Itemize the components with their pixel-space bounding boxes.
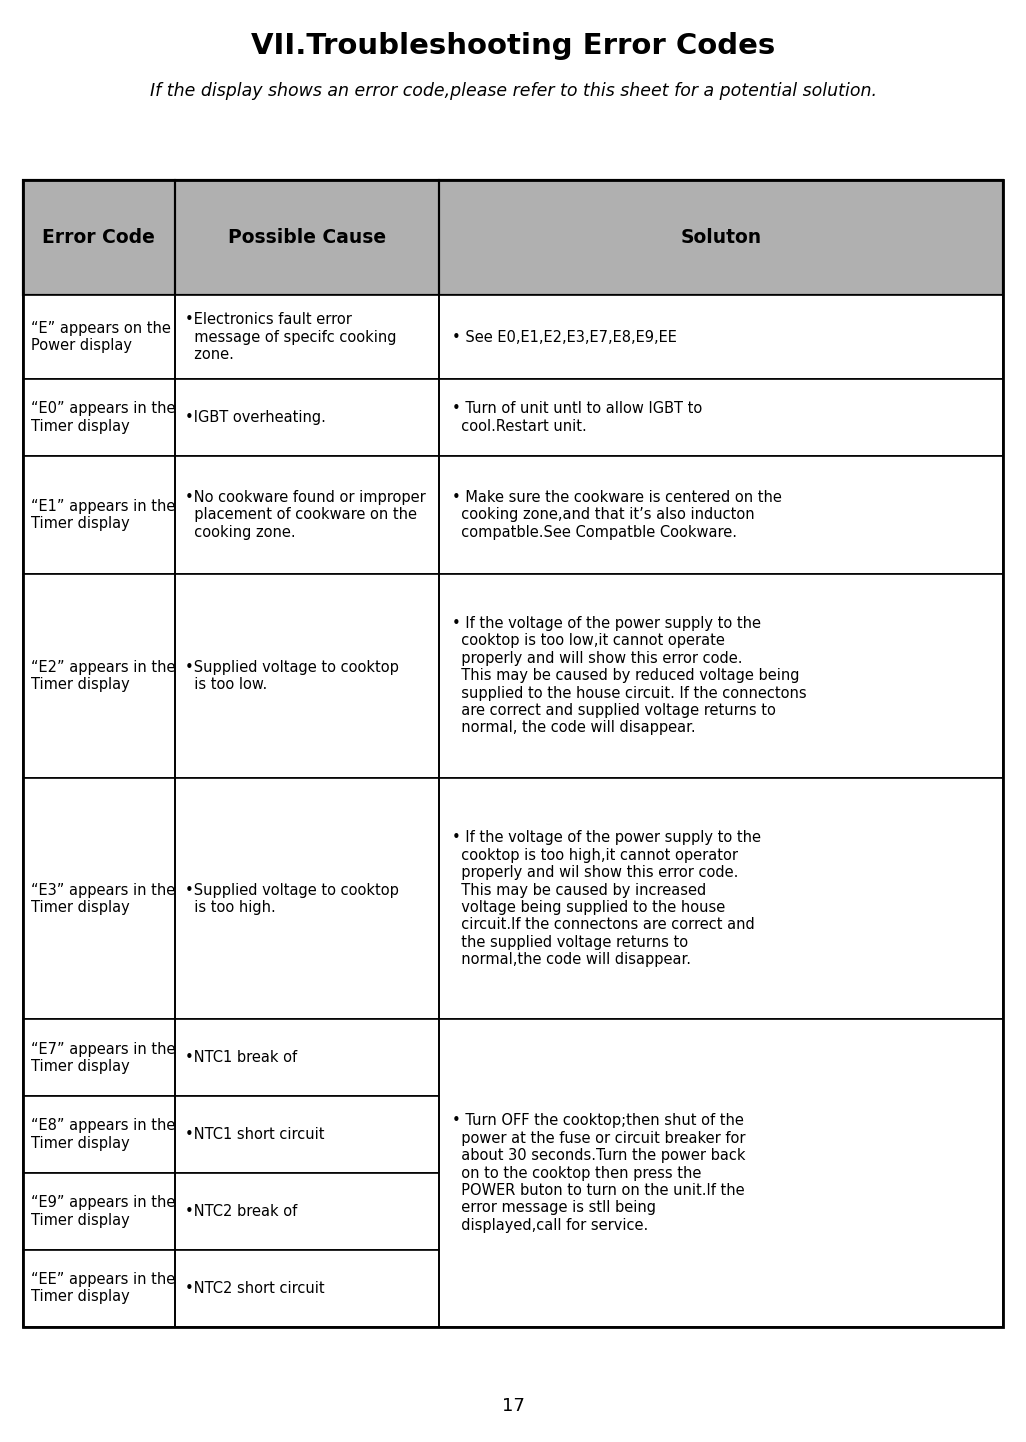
Bar	[23, 1250, 1003, 1327]
Text: •Supplied voltage to cooktop
  is too low.: •Supplied voltage to cooktop is too low.	[185, 659, 399, 692]
Bar	[174, 777, 439, 1019]
Text: • Turn OFF the cooktop;then shut of the
  power at the fuse or circuit breaker f: • Turn OFF the cooktop;then shut of the …	[451, 1113, 745, 1233]
Text: •NTC2 break of: •NTC2 break of	[185, 1204, 298, 1218]
Bar	[23, 574, 1003, 777]
Text: •IGBT overheating.: •IGBT overheating.	[185, 410, 325, 425]
Text: • If the voltage of the power supply to the
  cooktop is too low,it cannot opera: • If the voltage of the power supply to …	[451, 616, 806, 735]
Bar	[174, 1019, 439, 1096]
Text: • If the voltage of the power supply to the
  cooktop is too high,it cannot oper: • If the voltage of the power supply to …	[451, 831, 760, 968]
Text: “E3” appears in the
Timer display: “E3” appears in the Timer display	[31, 883, 175, 914]
Text: • See E0,E1,E2,E3,E7,E8,E9,EE: • See E0,E1,E2,E3,E7,E8,E9,EE	[451, 330, 676, 345]
Bar	[23, 1096, 1003, 1172]
Bar	[174, 379, 439, 456]
Bar	[439, 294, 1003, 379]
Bar	[23, 180, 1003, 1327]
Bar	[23, 456, 174, 574]
Bar	[23, 294, 1003, 379]
Bar	[439, 777, 1003, 1019]
Text: Soluton: Soluton	[681, 228, 762, 247]
Bar	[23, 777, 1003, 1019]
Text: “E0” appears in the
Timer display: “E0” appears in the Timer display	[31, 401, 175, 434]
Text: 17: 17	[502, 1397, 524, 1415]
Bar	[174, 456, 439, 574]
Bar	[439, 456, 1003, 574]
Text: •No cookware found or improper
  placement of cookware on the
  cooking zone.: •No cookware found or improper placement…	[185, 490, 426, 539]
Bar	[439, 574, 1003, 777]
Bar	[23, 1019, 1003, 1096]
Text: Possible Cause: Possible Cause	[228, 228, 386, 247]
Bar	[23, 574, 174, 777]
Bar	[174, 1096, 439, 1172]
Text: “E7” appears in the
Timer display: “E7” appears in the Timer display	[31, 1041, 175, 1074]
Text: “EE” appears in the
Timer display: “EE” appears in the Timer display	[31, 1272, 175, 1305]
Bar	[174, 294, 439, 379]
Bar	[174, 1172, 439, 1250]
Bar	[23, 379, 1003, 456]
Text: •NTC2 short circuit: •NTC2 short circuit	[185, 1280, 324, 1296]
Bar	[439, 180, 1003, 296]
Bar	[23, 294, 174, 379]
Text: •NTC1 break of: •NTC1 break of	[185, 1050, 297, 1066]
Text: Error Code: Error Code	[42, 228, 155, 247]
Text: VII.Troubleshooting Error Codes: VII.Troubleshooting Error Codes	[251, 32, 775, 61]
Text: “E9” appears in the
Timer display: “E9” appears in the Timer display	[31, 1195, 175, 1227]
Bar	[23, 777, 174, 1019]
Bar	[23, 1019, 174, 1096]
Text: “E2” appears in the
Timer display: “E2” appears in the Timer display	[31, 659, 175, 692]
Text: •Supplied voltage to cooktop
  is too high.: •Supplied voltage to cooktop is too high…	[185, 883, 399, 914]
Bar	[174, 574, 439, 777]
Bar	[439, 1019, 1003, 1327]
Text: “E” appears on the
Power display: “E” appears on the Power display	[31, 320, 170, 353]
Text: • Turn of unit untl to allow IGBT to
  cool.Restart unit.: • Turn of unit untl to allow IGBT to coo…	[451, 401, 702, 434]
Bar	[439, 379, 1003, 456]
Text: “E1” appears in the
Timer display: “E1” appears in the Timer display	[31, 499, 175, 531]
Bar	[23, 456, 1003, 574]
Bar	[23, 180, 1003, 296]
Text: If the display shows an error code,please refer to this sheet for a potential so: If the display shows an error code,pleas…	[150, 82, 876, 99]
Bar	[23, 180, 174, 296]
Bar	[174, 1250, 439, 1327]
Text: “E8” appears in the
Timer display: “E8” appears in the Timer display	[31, 1119, 175, 1151]
Text: •NTC1 short circuit: •NTC1 short circuit	[185, 1128, 324, 1142]
Text: • Make sure the cookware is centered on the
  cooking zone,and that it’s also in: • Make sure the cookware is centered on …	[451, 490, 782, 539]
Bar	[23, 1250, 174, 1327]
Bar	[23, 1172, 174, 1250]
Bar	[23, 1172, 1003, 1250]
Text: •Electronics fault error
  message of specifc cooking
  zone.: •Electronics fault error message of spec…	[185, 311, 396, 362]
Bar	[23, 379, 174, 456]
Bar	[174, 180, 439, 296]
Bar	[23, 1096, 174, 1172]
